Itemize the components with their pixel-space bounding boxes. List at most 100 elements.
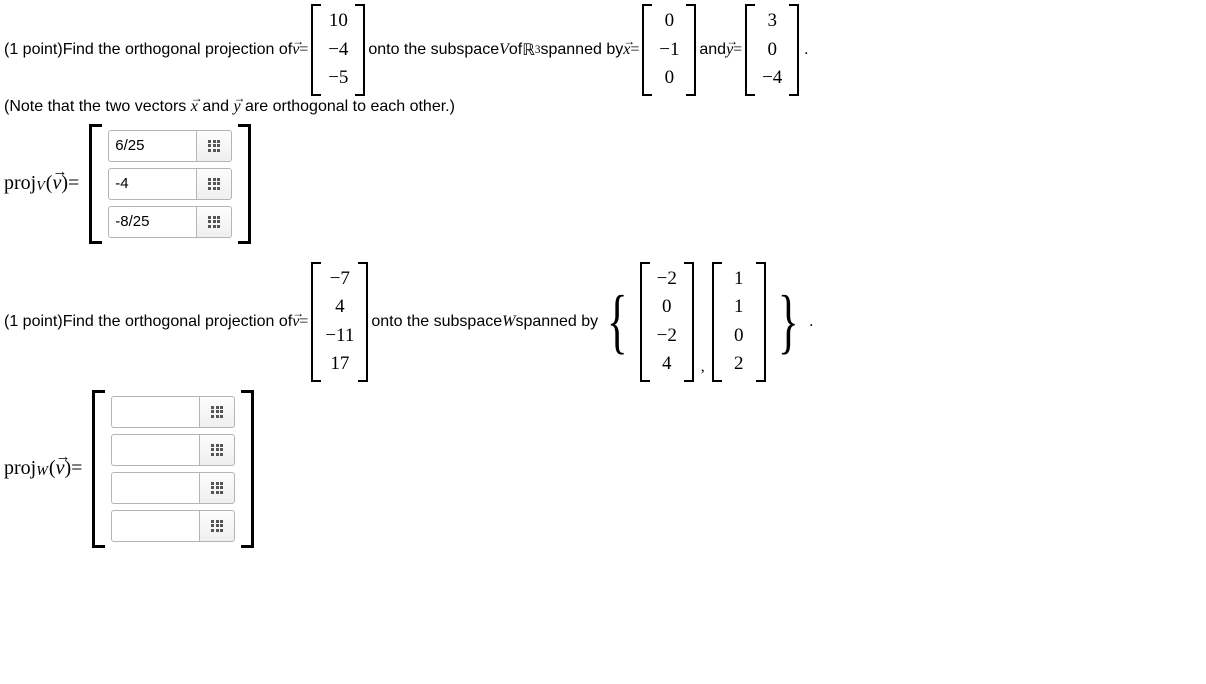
period: . [804, 41, 808, 59]
cell: 10 [325, 7, 351, 36]
subspace-W: W [502, 313, 515, 331]
answer-input[interactable] [111, 472, 199, 504]
q1-answer-block: projV(v) = [4, 124, 1202, 244]
vector-x-symbol: x [623, 41, 630, 59]
q1-text-c: of [509, 41, 522, 59]
bracket-right [789, 4, 799, 96]
cell: −4 [759, 64, 785, 93]
q2-w1: −2 0 −2 4 [640, 262, 694, 382]
proj-sub: V [36, 179, 45, 195]
cell: 0 [726, 322, 752, 351]
bracket-left [311, 4, 321, 96]
bracket-left [745, 4, 755, 96]
note-mid: and [202, 98, 233, 115]
bracket-right [756, 262, 766, 382]
keypad-icon [211, 520, 223, 532]
keypad-button[interactable] [196, 206, 232, 238]
q2-spanning-set: { −2 0 −2 4 , 1 1 0 2 } [598, 262, 807, 382]
proj-word: proj [4, 172, 36, 195]
vector-y-symbol: y [726, 41, 733, 59]
brace-right: } [776, 293, 799, 351]
brace-left: { [606, 293, 629, 351]
bracket-right [358, 262, 368, 382]
q2-text-b: onto the subspace [371, 313, 502, 331]
vector-x-symbol: x [191, 98, 198, 116]
bracket-right [355, 4, 365, 96]
keypad-button[interactable] [196, 130, 232, 162]
eq-sign: = [68, 172, 79, 195]
answer-input[interactable] [111, 434, 199, 466]
q2-vector-v: −7 4 −11 17 [311, 262, 368, 382]
q2-points: (1 point) [4, 313, 63, 331]
cell: 0 [759, 36, 785, 65]
cell: 0 [656, 7, 682, 36]
bracket-right [686, 4, 696, 96]
vector-v-symbol: v [292, 41, 299, 59]
q1-vector-x: 0 −1 0 [642, 4, 696, 96]
cell: −11 [325, 322, 354, 351]
subspace-V: V [499, 41, 509, 59]
q1-text-e: and [699, 41, 726, 59]
q2-answer-block: projW(v) = [4, 390, 1202, 548]
paren-open: ( [49, 457, 56, 480]
q1-points: (1 point) [4, 41, 63, 59]
cell: −7 [325, 265, 354, 294]
answer-input[interactable] [108, 168, 196, 200]
keypad-button[interactable] [199, 434, 235, 466]
bracket-left [640, 262, 650, 382]
answer-row [111, 396, 235, 428]
answer-row [111, 472, 235, 504]
cell: −1 [656, 36, 682, 65]
cell: 0 [656, 64, 682, 93]
keypad-button[interactable] [199, 472, 235, 504]
keypad-button[interactable] [199, 510, 235, 542]
cell: −4 [325, 36, 351, 65]
keypad-icon [208, 216, 220, 228]
bracket-left [89, 124, 102, 244]
cell: 17 [325, 350, 354, 379]
answer-input[interactable] [111, 510, 199, 542]
answer-row [108, 130, 232, 162]
q1-vector-v: 10 −4 −5 [311, 4, 365, 96]
proj-word: proj [4, 457, 36, 480]
answer-input[interactable] [111, 396, 199, 428]
bracket-right [238, 124, 251, 244]
keypad-button[interactable] [196, 168, 232, 200]
q1-text-b: onto the subspace [368, 41, 499, 59]
answer-row [108, 168, 232, 200]
q1-line1: (1 point) Find the orthogonal projection… [4, 4, 1202, 96]
answer-input[interactable] [108, 130, 196, 162]
cell: 1 [726, 293, 752, 322]
answer-input[interactable] [108, 206, 196, 238]
q2-answer-matrix [92, 390, 254, 548]
cell: 2 [726, 350, 752, 379]
vector-y-symbol: y [233, 98, 240, 116]
keypad-icon [208, 140, 220, 152]
answer-row [108, 206, 232, 238]
cell: 1 [726, 265, 752, 294]
bracket-left [642, 4, 652, 96]
bracket-left [92, 390, 105, 548]
bracket-left [712, 262, 722, 382]
q2-w2: 1 1 0 2 [712, 262, 766, 382]
cell: −5 [325, 64, 351, 93]
cell: 0 [654, 293, 680, 322]
eq-sign: = [71, 457, 82, 480]
proj-V-label: projV(v) = [4, 172, 79, 195]
answer-row [111, 510, 235, 542]
q1-text-a: Find the orthogonal projection of [63, 41, 292, 59]
bracket-right [684, 262, 694, 382]
cell: −2 [654, 322, 680, 351]
proj-arg: v [52, 172, 61, 195]
note-end: are orthogonal to each other.) [245, 98, 455, 115]
bracket-right [241, 390, 254, 548]
q2-text-a: Find the orthogonal projection of [63, 313, 292, 331]
keypad-icon [211, 444, 223, 456]
bracket-left [311, 262, 321, 382]
cell: 3 [759, 7, 785, 36]
q2-line1: (1 point) Find the orthogonal projection… [4, 262, 1202, 382]
answer-row [111, 434, 235, 466]
vector-v-symbol: v [292, 313, 299, 331]
keypad-button[interactable] [199, 396, 235, 428]
keypad-icon [211, 482, 223, 494]
